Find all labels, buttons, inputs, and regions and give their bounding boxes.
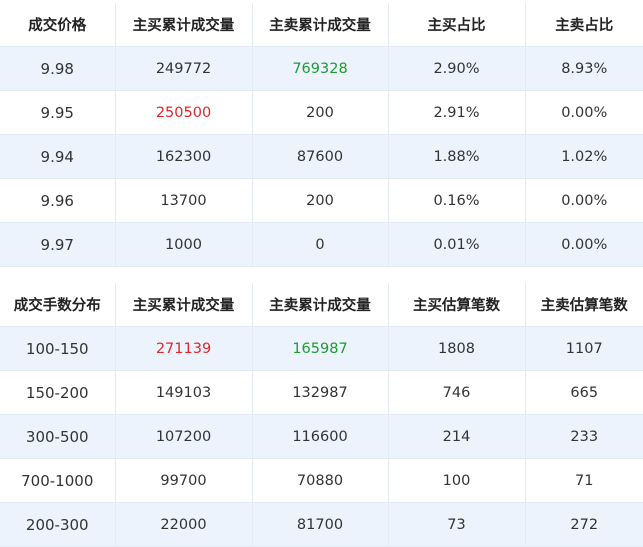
header-price[interactable]: 成交价格	[0, 3, 116, 47]
sell-volume-cell: 116600	[252, 414, 389, 459]
buy-ratio-cell: 0.01%	[388, 222, 526, 267]
buy-count-cell: 214	[388, 414, 526, 459]
table-row: 9.96 13700 200 0.16% 0.00%	[0, 178, 643, 223]
header-sell-count[interactable]: 主卖估算笔数	[525, 283, 643, 327]
sell-volume-cell: 165987	[252, 326, 389, 371]
buy-ratio-cell: 0.16%	[388, 178, 526, 223]
header-sell-volume[interactable]: 主卖累计成交量	[252, 283, 389, 327]
buy-ratio-cell: 1.88%	[388, 134, 526, 179]
buy-ratio-cell: 2.90%	[388, 46, 526, 91]
table-row: 9.98 249772 769328 2.90% 8.93%	[0, 46, 643, 91]
lot-range-cell: 200-300	[0, 502, 116, 547]
buy-ratio-cell: 2.91%	[388, 90, 526, 135]
lot-range-cell: 100-150	[0, 326, 116, 371]
buy-volume-cell: 13700	[115, 178, 253, 223]
buy-volume-cell: 271139	[115, 326, 253, 371]
sell-volume-cell: 200	[252, 178, 389, 223]
table-header-row: 成交价格 主买累计成交量 主卖累计成交量 主买占比 主卖占比	[0, 3, 643, 47]
sell-ratio-cell: 0.00%	[525, 90, 643, 135]
buy-volume-cell: 250500	[115, 90, 253, 135]
table-row: 100-150 271139 165987 1808 1107	[0, 326, 643, 371]
buy-volume-cell: 22000	[115, 502, 253, 547]
table-header-row: 成交手数分布 主买累计成交量 主卖累计成交量 主买估算笔数 主卖估算笔数	[0, 283, 643, 327]
table-row: 200-300 22000 81700 73 272	[0, 502, 643, 547]
header-lot-range[interactable]: 成交手数分布	[0, 283, 116, 327]
sell-volume-cell: 200	[252, 90, 389, 135]
header-sell-ratio[interactable]: 主卖占比	[525, 3, 643, 47]
table-row: 9.95 250500 200 2.91% 0.00%	[0, 90, 643, 135]
price-distribution-table: 成交价格 主买累计成交量 主卖累计成交量 主买占比 主卖占比 9.98 2497…	[0, 3, 643, 267]
sell-volume-cell: 70880	[252, 458, 389, 503]
buy-volume-cell: 149103	[115, 370, 253, 415]
buy-volume-cell: 249772	[115, 46, 253, 91]
lot-range-cell: 700-1000	[0, 458, 116, 503]
header-buy-volume[interactable]: 主买累计成交量	[115, 283, 253, 327]
sell-ratio-cell: 0.00%	[525, 178, 643, 223]
table-row: 300-500 107200 116600 214 233	[0, 414, 643, 459]
buy-count-cell: 1808	[388, 326, 526, 371]
sell-volume-cell: 87600	[252, 134, 389, 179]
buy-count-cell: 100	[388, 458, 526, 503]
buy-volume-cell: 99700	[115, 458, 253, 503]
sell-ratio-cell: 8.93%	[525, 46, 643, 91]
sell-volume-cell: 0	[252, 222, 389, 267]
sell-volume-cell: 769328	[252, 46, 389, 91]
price-cell: 9.94	[0, 134, 116, 179]
sell-count-cell: 272	[525, 502, 643, 547]
sell-count-cell: 1107	[525, 326, 643, 371]
header-sell-volume[interactable]: 主卖累计成交量	[252, 3, 389, 47]
price-cell: 9.97	[0, 222, 116, 267]
lot-distribution-table: 成交手数分布 主买累计成交量 主卖累计成交量 主买估算笔数 主卖估算笔数 100…	[0, 283, 643, 547]
buy-count-cell: 746	[388, 370, 526, 415]
sell-volume-cell: 81700	[252, 502, 389, 547]
table-row: 150-200 149103 132987 746 665	[0, 370, 643, 415]
price-cell: 9.98	[0, 46, 116, 91]
lot-range-cell: 150-200	[0, 370, 116, 415]
sell-ratio-cell: 1.02%	[525, 134, 643, 179]
table-row: 700-1000 99700 70880 100 71	[0, 458, 643, 503]
price-cell: 9.95	[0, 90, 116, 135]
header-buy-ratio[interactable]: 主买占比	[388, 3, 526, 47]
buy-volume-cell: 107200	[115, 414, 253, 459]
sell-volume-cell: 132987	[252, 370, 389, 415]
lot-range-cell: 300-500	[0, 414, 116, 459]
buy-volume-cell: 162300	[115, 134, 253, 179]
sell-count-cell: 665	[525, 370, 643, 415]
price-cell: 9.96	[0, 178, 116, 223]
sell-ratio-cell: 0.00%	[525, 222, 643, 267]
table-row: 9.94 162300 87600 1.88% 1.02%	[0, 134, 643, 179]
sell-count-cell: 71	[525, 458, 643, 503]
header-buy-count[interactable]: 主买估算笔数	[388, 283, 526, 327]
buy-volume-cell: 1000	[115, 222, 253, 267]
buy-count-cell: 73	[388, 502, 526, 547]
sell-count-cell: 233	[525, 414, 643, 459]
table-row: 9.97 1000 0 0.01% 0.00%	[0, 222, 643, 267]
header-buy-volume[interactable]: 主买累计成交量	[115, 3, 253, 47]
